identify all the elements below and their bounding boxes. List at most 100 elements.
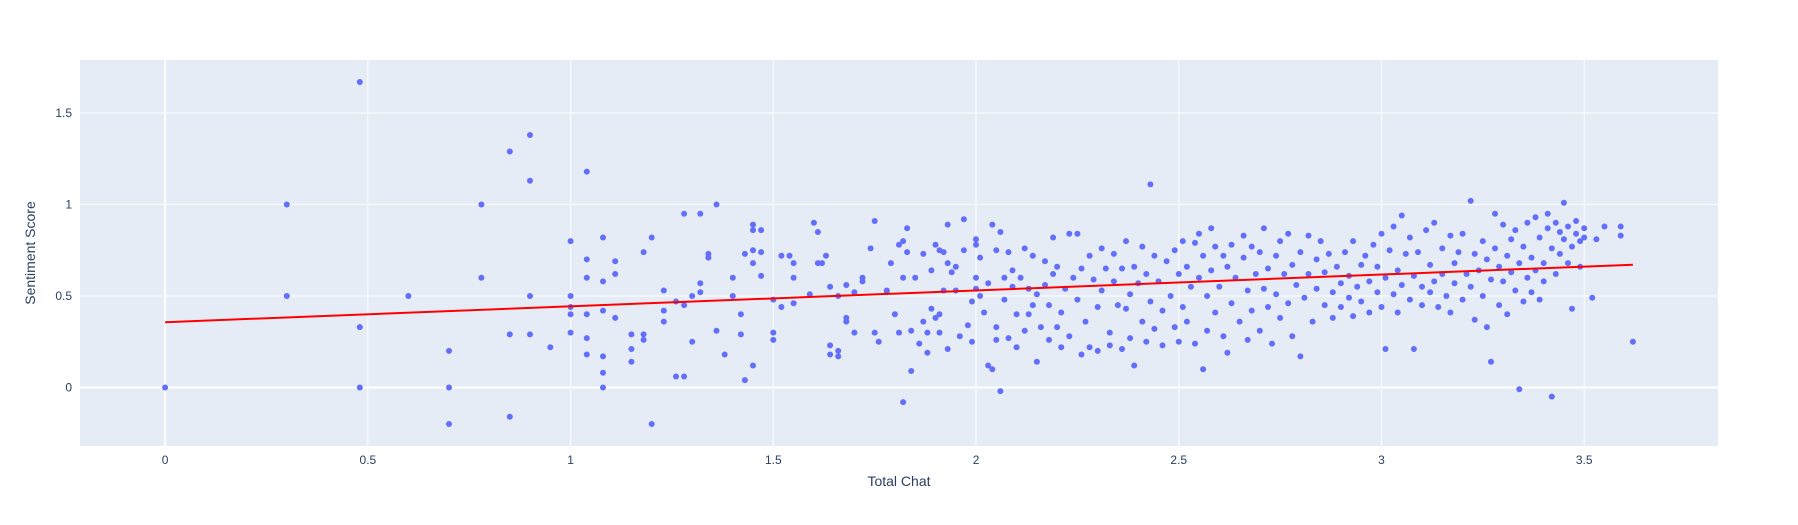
- scatter-point: [1573, 230, 1580, 237]
- scatter-point: [612, 314, 619, 321]
- scatter-point: [648, 234, 655, 241]
- scatter-point: [1220, 333, 1227, 340]
- scatter-point: [1098, 245, 1105, 252]
- scatter-point: [1565, 260, 1571, 267]
- scatter-point: [1143, 338, 1150, 345]
- scatter-point: [1488, 358, 1494, 365]
- y-tick-labels: 0 0.5 1 1.5: [55, 106, 72, 394]
- scatter-point: [1366, 278, 1373, 285]
- scatter-point: [1127, 335, 1134, 342]
- scatter-point: [660, 307, 667, 314]
- scatter-point: [1544, 210, 1551, 217]
- scatter-point: [583, 351, 590, 358]
- scatter-point: [1119, 346, 1125, 352]
- scatter-point: [790, 260, 797, 267]
- scatter-point: [612, 258, 619, 265]
- scatter-point: [1581, 234, 1588, 241]
- scatter-point: [681, 210, 688, 217]
- scatter-point: [1009, 267, 1016, 274]
- y-tick-label: 1: [65, 198, 72, 212]
- scatter-point: [1492, 245, 1498, 252]
- scatter-point: [1552, 219, 1559, 226]
- scatter-point: [1358, 298, 1365, 305]
- scatter-point: [506, 413, 513, 420]
- scatter-point: [1204, 293, 1211, 299]
- scatter-point: [1431, 219, 1438, 226]
- scatter-point: [1451, 280, 1458, 287]
- scatter-point: [973, 241, 979, 248]
- scatter-point: [1013, 344, 1020, 351]
- scatter-point: [1001, 274, 1008, 281]
- scatter-point: [835, 347, 842, 354]
- scatter-point: [1394, 309, 1401, 316]
- scatter-point: [583, 335, 590, 342]
- scatter-point: [1427, 289, 1434, 296]
- plot-background: [80, 60, 1718, 446]
- scatter-point: [1394, 267, 1401, 274]
- scatter-point: [283, 201, 290, 208]
- scatter-point: [567, 311, 574, 318]
- scatter-point: [871, 218, 878, 224]
- scatter-point: [628, 331, 635, 338]
- scatter-point: [973, 274, 979, 281]
- scatter-point: [1082, 318, 1089, 325]
- scatter-point: [896, 329, 902, 336]
- scatter-point: [1265, 265, 1271, 272]
- scatter-point: [1617, 223, 1624, 230]
- scatter-point: [1248, 243, 1255, 250]
- scatter-point: [1398, 282, 1405, 288]
- scatter-point: [1419, 283, 1425, 290]
- x-tick-label: 0: [162, 453, 169, 467]
- scatter-point: [1350, 238, 1357, 245]
- scatter-point: [851, 289, 858, 296]
- y-axis-title: Sentiment Score: [22, 201, 38, 305]
- scatter-point: [1528, 254, 1535, 261]
- x-tick-label: 1: [567, 453, 574, 467]
- scatter-point: [1167, 293, 1174, 299]
- scatter-point: [778, 252, 785, 259]
- scatter-point: [1593, 236, 1600, 243]
- scatter-point: [567, 293, 574, 299]
- scatter-point: [1325, 250, 1332, 257]
- scatter-point: [827, 351, 834, 358]
- scatter-point: [1337, 304, 1344, 310]
- scatter-point: [628, 358, 635, 365]
- scatter-point: [1187, 283, 1194, 290]
- scatter-point: [567, 238, 574, 245]
- scatter-point: [1131, 263, 1138, 270]
- scatter-point: [583, 168, 590, 175]
- scatter-point: [827, 283, 834, 290]
- scatter-point: [1439, 245, 1446, 252]
- scatter-point: [1058, 344, 1065, 351]
- scatter-point: [713, 201, 720, 208]
- scatter-point: [1046, 302, 1052, 309]
- scatter-point: [1313, 256, 1320, 263]
- scatter-point: [1451, 260, 1458, 267]
- scatter-point: [758, 227, 765, 234]
- scatter-point: [741, 377, 748, 384]
- scatter-point: [1277, 238, 1284, 245]
- scatter-point: [1516, 260, 1523, 267]
- scatter-point: [944, 221, 951, 228]
- scatter-point: [1017, 274, 1024, 281]
- scatter-point: [1346, 294, 1352, 301]
- scatter-point: [1479, 238, 1486, 245]
- scatter-point: [527, 132, 533, 138]
- scatter-point: [944, 346, 951, 352]
- scatter-point: [1516, 386, 1523, 393]
- scatter-point: [1171, 324, 1178, 331]
- scatter-point: [1406, 234, 1413, 241]
- scatter-point: [993, 336, 1000, 343]
- scatter-point: [1520, 298, 1527, 305]
- scatter-point: [908, 327, 915, 334]
- scatter-point: [778, 304, 785, 310]
- scatter-point: [920, 250, 927, 257]
- scatter-point: [912, 274, 919, 281]
- scatter-point: [1455, 249, 1462, 256]
- scatter-point: [916, 340, 923, 347]
- scatter-point: [1220, 252, 1227, 259]
- scatter-point: [1402, 250, 1409, 257]
- scatter-point: [1042, 258, 1048, 265]
- x-tick-label: 3.5: [1576, 453, 1593, 467]
- scatter-point: [997, 229, 1004, 235]
